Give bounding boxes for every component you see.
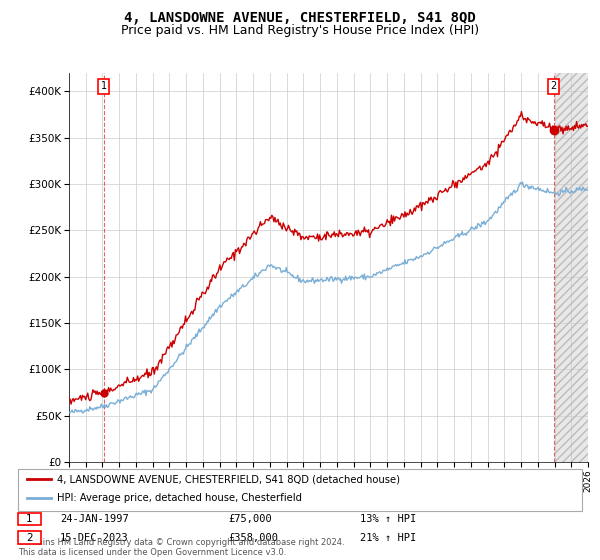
Text: 2: 2 [26,533,33,543]
Text: 13% ↑ HPI: 13% ↑ HPI [360,514,416,524]
Text: £358,000: £358,000 [228,533,278,543]
Text: HPI: Average price, detached house, Chesterfield: HPI: Average price, detached house, Ches… [57,493,302,503]
Text: 1: 1 [101,81,107,91]
Text: 1: 1 [26,514,33,524]
Text: 15-DEC-2023: 15-DEC-2023 [60,533,129,543]
Text: 24-JAN-1997: 24-JAN-1997 [60,514,129,524]
Text: 2: 2 [551,81,557,91]
Text: 4, LANSDOWNE AVENUE, CHESTERFIELD, S41 8QD (detached house): 4, LANSDOWNE AVENUE, CHESTERFIELD, S41 8… [57,474,400,484]
Text: 21% ↑ HPI: 21% ↑ HPI [360,533,416,543]
Text: Contains HM Land Registry data © Crown copyright and database right 2024.
This d: Contains HM Land Registry data © Crown c… [18,538,344,557]
Text: Price paid vs. HM Land Registry's House Price Index (HPI): Price paid vs. HM Land Registry's House … [121,24,479,36]
Bar [554,73,588,462]
Text: 4, LANSDOWNE AVENUE, CHESTERFIELD, S41 8QD: 4, LANSDOWNE AVENUE, CHESTERFIELD, S41 8… [124,11,476,25]
Text: £75,000: £75,000 [228,514,272,524]
Bar [554,73,588,462]
